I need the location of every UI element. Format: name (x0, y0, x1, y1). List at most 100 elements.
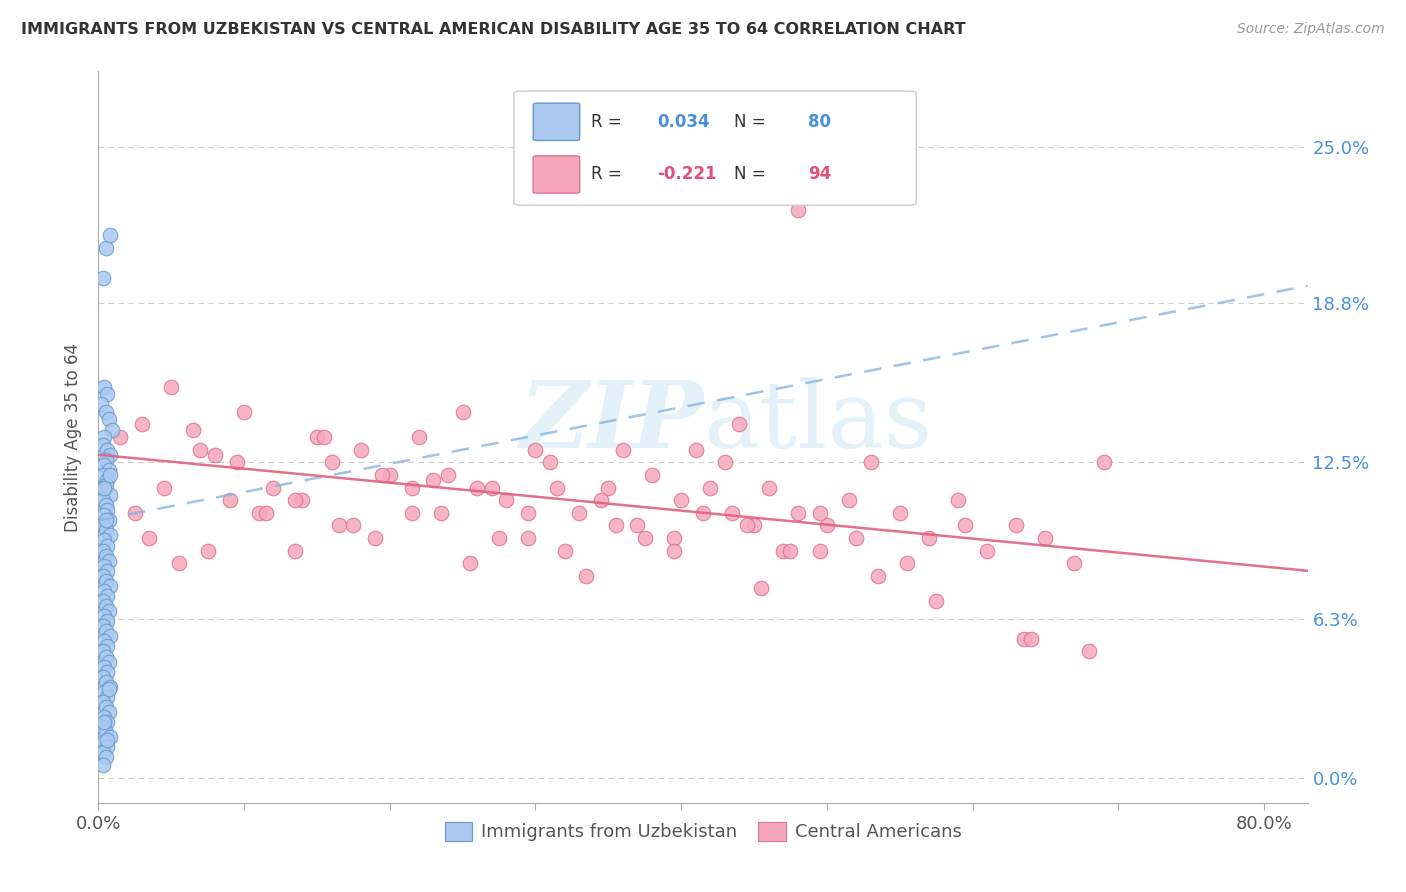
Point (97, 554, 120, 568)
Point (94, 513, 117, 527)
Point (896, 556, 918, 570)
Legend: Immigrants from Uzbekistan, Central Americans: Immigrants from Uzbekistan, Central Amer… (437, 814, 969, 848)
Point (662, 531, 685, 545)
Point (481, 481, 503, 495)
Point (97, 705, 120, 719)
Point (350, 442, 373, 457)
Point (554, 543, 576, 558)
Point (197, 543, 219, 558)
Point (94, 549, 117, 563)
Point (685, 442, 707, 457)
Point (859, 455, 882, 469)
Point (96, 740, 118, 755)
Point (124, 506, 146, 520)
Point (91, 493, 114, 508)
Point (568, 506, 591, 520)
Point (546, 481, 568, 495)
Point (662, 543, 685, 558)
Point (314, 430, 336, 444)
Point (1033, 531, 1056, 545)
Point (90, 397, 112, 411)
Point (284, 543, 307, 558)
Point (254, 506, 277, 520)
Point (98, 579, 121, 593)
Point (364, 531, 387, 545)
Point (97, 604, 120, 618)
Point (247, 506, 270, 520)
Point (517, 531, 540, 545)
Point (96, 564, 118, 578)
Point (91, 670, 114, 684)
Point (626, 518, 648, 533)
Point (94, 700, 117, 714)
Point (437, 467, 460, 482)
Point (91, 594, 114, 608)
Point (401, 506, 423, 520)
Point (131, 417, 153, 432)
Point (204, 448, 226, 462)
Point (742, 518, 765, 533)
Point (96, 442, 118, 457)
Point (91, 518, 114, 533)
Point (786, 506, 808, 520)
Point (401, 481, 423, 495)
Point (93, 634, 115, 648)
Point (94, 574, 117, 588)
Point (634, 531, 657, 545)
Point (925, 594, 948, 608)
Point (91, 569, 114, 583)
Point (589, 493, 612, 508)
Point (98, 467, 121, 482)
Point (669, 493, 692, 508)
Point (93, 685, 115, 699)
Point (97, 655, 120, 669)
Point (488, 531, 510, 545)
Point (408, 430, 430, 444)
Point (786, 203, 808, 218)
Point (94, 405, 117, 419)
Text: IMMIGRANTS FROM UZBEKISTAN VS CENTRAL AMERICAN DISABILITY AGE 35 TO 64 CORRELATI: IMMIGRANTS FROM UZBEKISTAN VS CENTRAL AM… (21, 22, 966, 37)
Point (96, 640, 118, 654)
Point (91, 720, 114, 734)
Point (98, 448, 121, 462)
Point (517, 506, 540, 520)
Text: Source: ZipAtlas.com: Source: ZipAtlas.com (1237, 22, 1385, 37)
Point (93, 481, 115, 495)
Point (93, 710, 115, 724)
Point (728, 417, 751, 432)
Point (190, 442, 212, 457)
Point (735, 518, 758, 533)
Point (93, 483, 115, 497)
Point (93, 583, 115, 598)
Text: atlas: atlas (703, 377, 932, 467)
Point (866, 569, 889, 583)
Point (1012, 632, 1035, 646)
Point (225, 455, 247, 469)
Point (93, 508, 115, 523)
Point (321, 455, 343, 469)
Point (97, 412, 120, 426)
Point (167, 556, 190, 570)
Point (98, 528, 121, 542)
Point (181, 423, 204, 437)
Point (110, 430, 132, 444)
Point (305, 430, 328, 444)
Point (612, 442, 634, 457)
Point (96, 732, 118, 747)
Point (91, 437, 114, 451)
Point (699, 481, 721, 495)
Point (138, 531, 160, 545)
Point (1092, 455, 1115, 469)
Point (100, 423, 122, 437)
Point (946, 493, 969, 508)
Point (94, 452, 117, 467)
Point (96, 715, 118, 730)
Point (575, 569, 598, 583)
Point (91, 644, 114, 658)
Point (93, 458, 115, 472)
Point (451, 405, 474, 419)
Point (93, 715, 115, 730)
Point (495, 493, 517, 508)
Point (918, 531, 941, 545)
Point (96, 387, 118, 401)
